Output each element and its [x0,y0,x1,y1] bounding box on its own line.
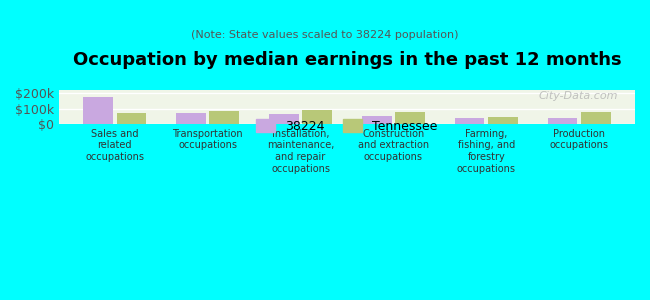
Bar [395,112,425,124]
Text: City-Data.com: City-Data.com [538,91,617,101]
Text: (Note: State values scaled to 38224 population): (Note: State values scaled to 38224 popu… [191,30,459,40]
Bar [455,118,484,124]
Bar [548,118,577,124]
Bar [83,97,113,124]
Bar [176,113,206,124]
Legend: 38224, Tennessee: 38224, Tennessee [250,113,444,139]
Bar [362,116,391,124]
Bar [302,110,332,124]
Bar [269,114,299,124]
Bar [581,112,611,124]
Title: Occupation by median earnings in the past 12 months: Occupation by median earnings in the pas… [73,51,621,69]
Bar [209,111,239,124]
Bar [488,117,518,124]
Bar [116,113,146,124]
